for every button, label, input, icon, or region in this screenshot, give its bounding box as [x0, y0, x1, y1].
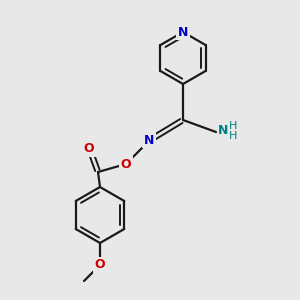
- Text: H: H: [229, 131, 237, 141]
- Text: O: O: [121, 158, 131, 170]
- Text: O: O: [84, 142, 94, 155]
- Text: H: H: [229, 121, 237, 131]
- Text: N: N: [144, 134, 154, 146]
- Text: N: N: [178, 26, 188, 38]
- Text: O: O: [95, 259, 105, 272]
- Text: N: N: [218, 124, 228, 137]
